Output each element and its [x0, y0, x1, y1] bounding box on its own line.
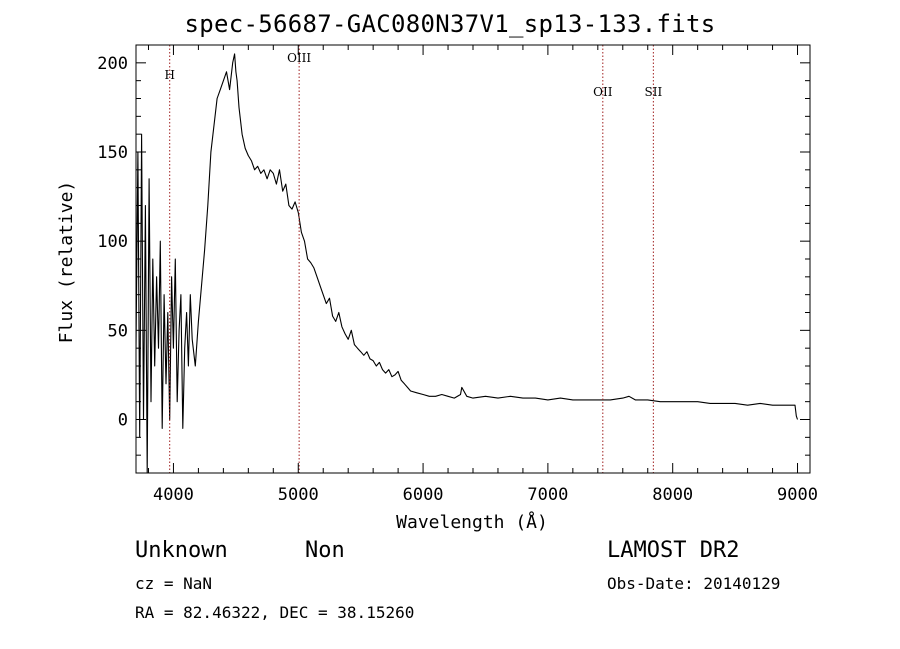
redshift-value: cz = NaN — [135, 574, 213, 593]
x-tick-label-4000: 4000 — [153, 485, 194, 505]
x-tick-label-6000: 6000 — [403, 485, 444, 505]
y-tick-label-0: 0 — [118, 411, 128, 431]
y-tick-label-150: 150 — [97, 143, 128, 163]
coordinates: RA = 82.46322, DEC = 38.15260 — [135, 603, 415, 622]
marker-label-sii: SII — [645, 85, 663, 99]
chart-title: spec-56687-GAC080N37V1_sp13-133.fits — [184, 10, 716, 38]
x-tick-label-8000: 8000 — [652, 485, 693, 505]
observation-date: Obs-Date: 20140129 — [607, 574, 781, 593]
y-tick-label-50: 50 — [108, 321, 128, 341]
marker-label-oiii: OIII — [287, 51, 311, 65]
x-tick-label-7000: 7000 — [527, 485, 568, 505]
spectral-class: Unknown — [135, 538, 228, 563]
y-tick-label-200: 200 — [97, 54, 128, 74]
marker-label-h: H — [164, 68, 174, 82]
survey-name: LAMOST DR2 — [607, 538, 740, 563]
spectral-subclass: Non — [305, 538, 345, 563]
x-tick-label-5000: 5000 — [278, 485, 319, 505]
marker-label-oii: OII — [593, 85, 613, 99]
y-tick-label-100: 100 — [97, 232, 128, 252]
spectrum-line-0 — [136, 53, 799, 473]
x-axis-label: Wavelength (Å) — [396, 511, 548, 533]
x-tick-label-9000: 9000 — [777, 485, 818, 505]
y-axis-label: Flux (relative) — [56, 181, 77, 344]
plot-frame — [135, 44, 811, 474]
